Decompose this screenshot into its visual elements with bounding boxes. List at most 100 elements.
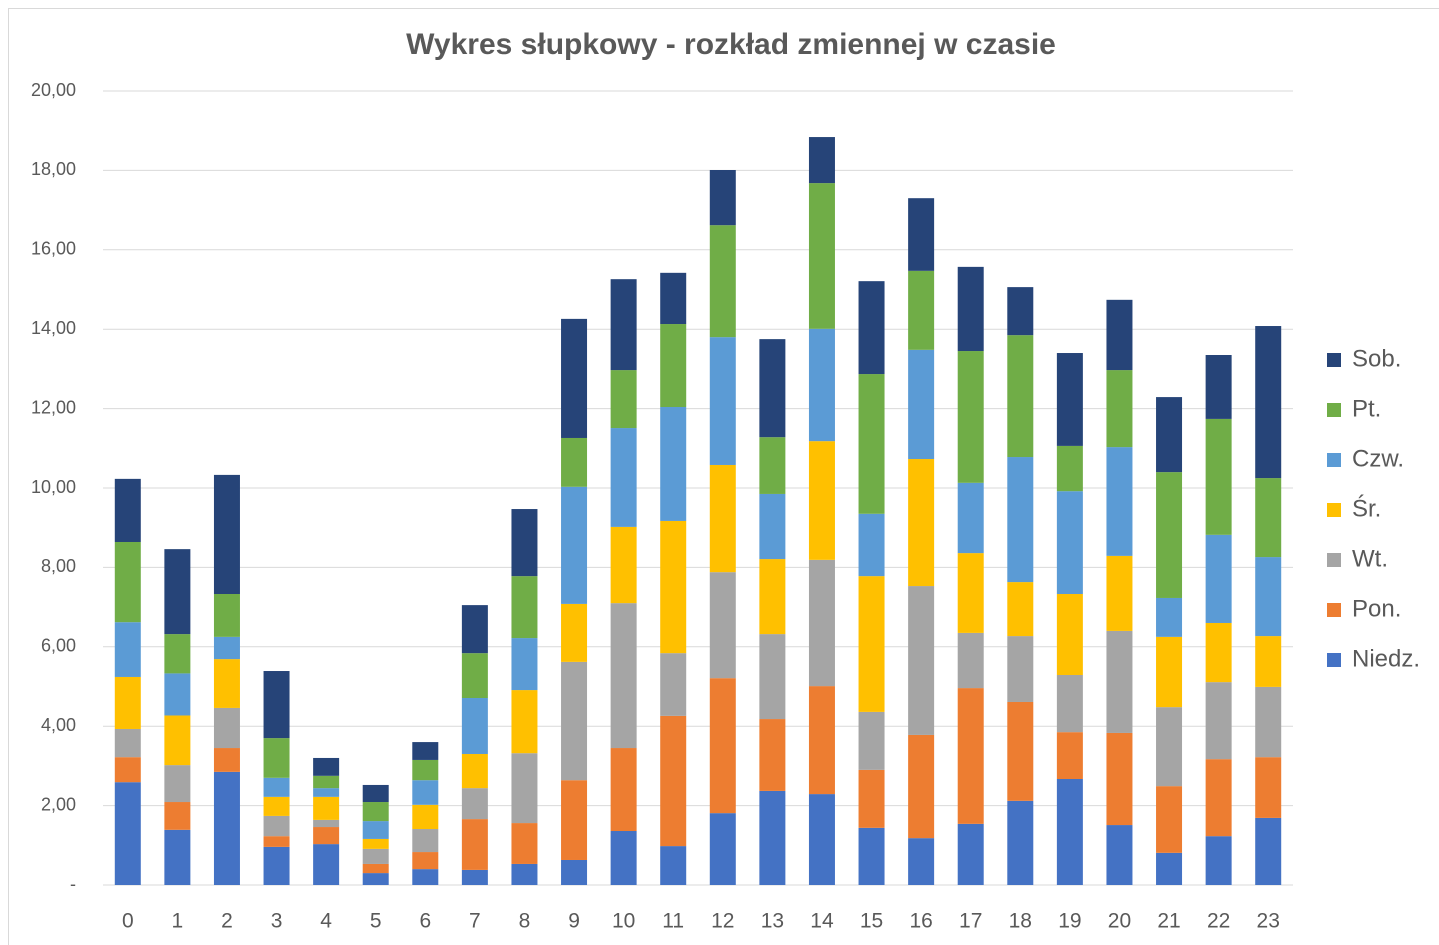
legend-label: Pt.: [1352, 395, 1381, 422]
bar-segment: [164, 715, 191, 766]
bar-segment: [709, 337, 736, 465]
x-tick-label: 21: [1157, 910, 1180, 933]
bar-segment: [808, 328, 835, 442]
bar-segment: [164, 673, 191, 716]
y-tick-label: 10,00: [31, 477, 76, 497]
bar-segment: [461, 605, 488, 654]
bar-segment: [362, 848, 389, 864]
bar-segment: [1056, 732, 1083, 780]
bar-segment: [164, 802, 191, 830]
bar-segment: [114, 541, 141, 623]
x-tick-label: 15: [860, 910, 883, 933]
bar-segment: [1007, 582, 1034, 637]
bar-segment: [511, 753, 538, 824]
x-tick-label: 0: [122, 910, 134, 933]
bar-segment: [1205, 759, 1232, 837]
bar-segment: [957, 632, 984, 689]
bar-segment: [213, 659, 240, 708]
bar-segment: [1007, 636, 1034, 702]
bar-segment: [412, 804, 439, 830]
bar-segment: [412, 759, 439, 781]
bar-segment: [213, 771, 240, 885]
bar-segment: [313, 775, 340, 789]
bar-segment: [1156, 397, 1183, 473]
bar-segment: [908, 838, 935, 885]
x-tick-label: 14: [810, 910, 834, 933]
x-tick-label: 1: [172, 910, 184, 933]
bar-segment: [1156, 786, 1183, 853]
bar-segment: [1007, 457, 1034, 583]
bar-segment: [1255, 817, 1282, 885]
bar-segment: [808, 794, 835, 885]
bar-segment: [561, 780, 588, 860]
bar-segment: [1205, 682, 1232, 760]
bar-segment: [213, 707, 240, 749]
bar-segment: [1156, 707, 1183, 787]
y-tick-label: 14,00: [31, 318, 76, 338]
bar-segment: [957, 688, 984, 824]
bar-segment: [610, 279, 637, 371]
x-tick-label: 12: [711, 910, 734, 933]
y-tick-label: 2,00: [41, 794, 76, 814]
x-tick-label: 20: [1108, 910, 1131, 933]
x-tick-label: 17: [959, 910, 982, 933]
bar-segment: [908, 198, 935, 271]
bar-segment: [1205, 534, 1232, 623]
bar-segment: [1156, 636, 1183, 708]
legend-label: Śr.: [1352, 494, 1381, 522]
bar-segment: [1255, 757, 1282, 818]
bar-segment: [313, 819, 340, 828]
bar-segment: [362, 802, 389, 822]
bar-segment: [1056, 491, 1083, 594]
bar-segment: [114, 782, 141, 885]
bar-segment: [1106, 732, 1133, 826]
bar-segment: [1205, 418, 1232, 535]
bar-segment: [1106, 299, 1133, 371]
bar-segment: [858, 711, 885, 770]
bar-segment: [759, 790, 786, 885]
bar-segment: [362, 784, 389, 803]
x-tick-label: 5: [370, 910, 382, 933]
x-tick-label: 3: [271, 910, 283, 933]
bar-segment: [412, 780, 439, 805]
bar-segment: [1156, 472, 1183, 598]
bar-segment: [660, 272, 687, 325]
bar-segment: [263, 815, 290, 837]
bar-segment: [908, 734, 935, 839]
bar-segment: [164, 634, 191, 674]
bar-segment: [610, 526, 637, 604]
bar-segment: [858, 374, 885, 514]
bar-segment: [1255, 686, 1282, 758]
bar-segment: [362, 863, 389, 874]
bar-segment: [461, 819, 488, 870]
legend-swatch: [1327, 503, 1341, 517]
x-tick-label: 6: [419, 910, 431, 933]
bar-segment: [1255, 326, 1282, 479]
bar-segment: [1106, 370, 1133, 448]
bar-segment: [957, 351, 984, 483]
bar-segment: [1007, 335, 1034, 458]
bar-segment: [1205, 836, 1232, 885]
legend-label: Wt.: [1352, 545, 1388, 572]
bar-segment: [660, 324, 687, 408]
bar-segment: [759, 493, 786, 560]
bar-segment: [1056, 445, 1083, 492]
bar-segment: [610, 831, 637, 885]
bar-segment: [660, 520, 687, 654]
bar-segment: [213, 474, 240, 594]
bar-segment: [1255, 478, 1282, 558]
x-tick-label: 10: [612, 910, 635, 933]
bar-segment: [461, 753, 488, 789]
y-tick-label: 20,00: [31, 80, 76, 100]
bar-segment: [610, 370, 637, 429]
bar-segment: [908, 459, 935, 587]
bar-segment: [759, 339, 786, 438]
bar-segment: [362, 838, 389, 849]
bar-segment: [263, 738, 290, 778]
bar-segment: [660, 653, 687, 716]
bar-segment: [808, 559, 835, 687]
bar-segment: [511, 576, 538, 639]
bar-segment: [1007, 701, 1034, 801]
y-tick-label: 12,00: [31, 397, 76, 417]
